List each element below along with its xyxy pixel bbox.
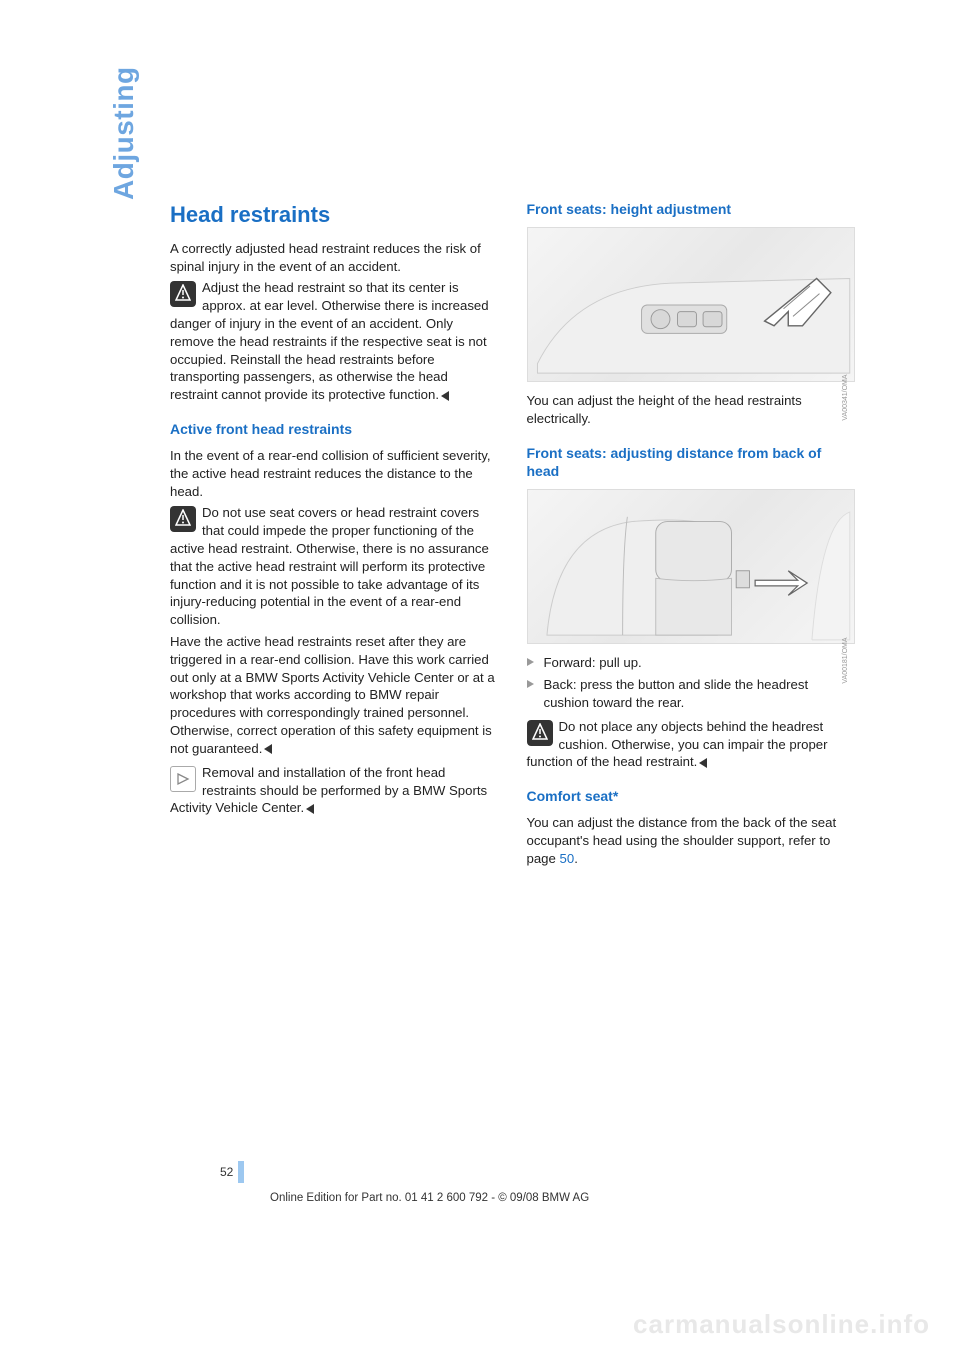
end-marker-icon <box>441 391 449 401</box>
bullet-back-text: Back: press the button and slide the hea… <box>544 676 856 712</box>
intro-text: A correctly adjusted head restraint redu… <box>170 240 499 276</box>
bullet-forward: Forward: pull up. <box>527 654 856 672</box>
warning-icon <box>170 506 196 532</box>
figure-seat-controls: VA00341/OMA <box>527 227 856 382</box>
warning-block-3: Do not place any objects behind the head… <box>527 718 856 771</box>
height-adjust-text: You can adjust the height of the head re… <box>527 392 856 428</box>
section-tab-label: Adjusting <box>108 66 140 200</box>
bullet-icon <box>527 658 534 666</box>
left-column: Head restraints A correctly adjusted hea… <box>170 200 499 872</box>
note-1-text: Removal and installation of the front he… <box>170 765 487 816</box>
comfort-seat-suffix: . <box>574 851 578 866</box>
page-number-bar <box>238 1161 244 1183</box>
warning-icon <box>170 281 196 307</box>
bullet-forward-text: Forward: pull up. <box>544 654 642 672</box>
reset-instruction-text: Have the active head restraints reset af… <box>170 634 495 756</box>
page-number: 52 <box>220 1165 233 1179</box>
note-block-1: Removal and installation of the front he… <box>170 764 499 817</box>
headrest-illustration <box>528 490 855 643</box>
page-ref-link[interactable]: 50 <box>560 851 575 866</box>
section-tab-text: Adjusting <box>108 66 139 200</box>
warning-1-text: Adjust the head restraint so that its ce… <box>170 280 489 402</box>
end-marker-icon <box>699 758 707 768</box>
comfort-seat-text: You can adjust the distance from the bac… <box>527 814 856 867</box>
bullet-icon <box>527 680 534 688</box>
heading-comfort-seat: Comfort seat* <box>527 787 856 806</box>
warning-3-text: Do not place any objects behind the head… <box>527 719 828 770</box>
active-front-intro: In the event of a rear-end collision of … <box>170 447 499 500</box>
warning-icon <box>527 720 553 746</box>
heading-height-adjustment: Front seats: height adjustment <box>527 200 856 219</box>
heading-head-restraints: Head restraints <box>170 200 499 230</box>
page-content: Head restraints A correctly adjusted hea… <box>115 200 855 872</box>
end-marker-icon <box>264 744 272 754</box>
heading-active-front: Active front head restraints <box>170 420 499 439</box>
watermark: carmanualsonline.info <box>633 1309 930 1340</box>
footer-text: Online Edition for Part no. 01 41 2 600 … <box>270 1192 589 1204</box>
seat-controls-illustration <box>528 228 855 381</box>
heading-distance-adjust: Front seats: adjusting distance from bac… <box>527 444 856 482</box>
note-icon <box>170 766 196 792</box>
figure-id-label: VA00341/OMA <box>841 375 850 421</box>
figure-headrest: VA00181/OMA <box>527 489 856 644</box>
bullet-back: Back: press the button and slide the hea… <box>527 676 856 712</box>
warning-2-text: Do not use seat covers or head restraint… <box>170 505 489 627</box>
right-column: Front seats: height adjustment VA00341/O… <box>527 200 856 872</box>
warning-block-2: Do not use seat covers or head restraint… <box>170 504 499 629</box>
end-marker-icon <box>306 804 314 814</box>
figure-id-label: VA00181/OMA <box>841 637 850 683</box>
warning-block-1: Adjust the head restraint so that its ce… <box>170 279 499 404</box>
reset-instruction: Have the active head restraints reset af… <box>170 633 499 758</box>
